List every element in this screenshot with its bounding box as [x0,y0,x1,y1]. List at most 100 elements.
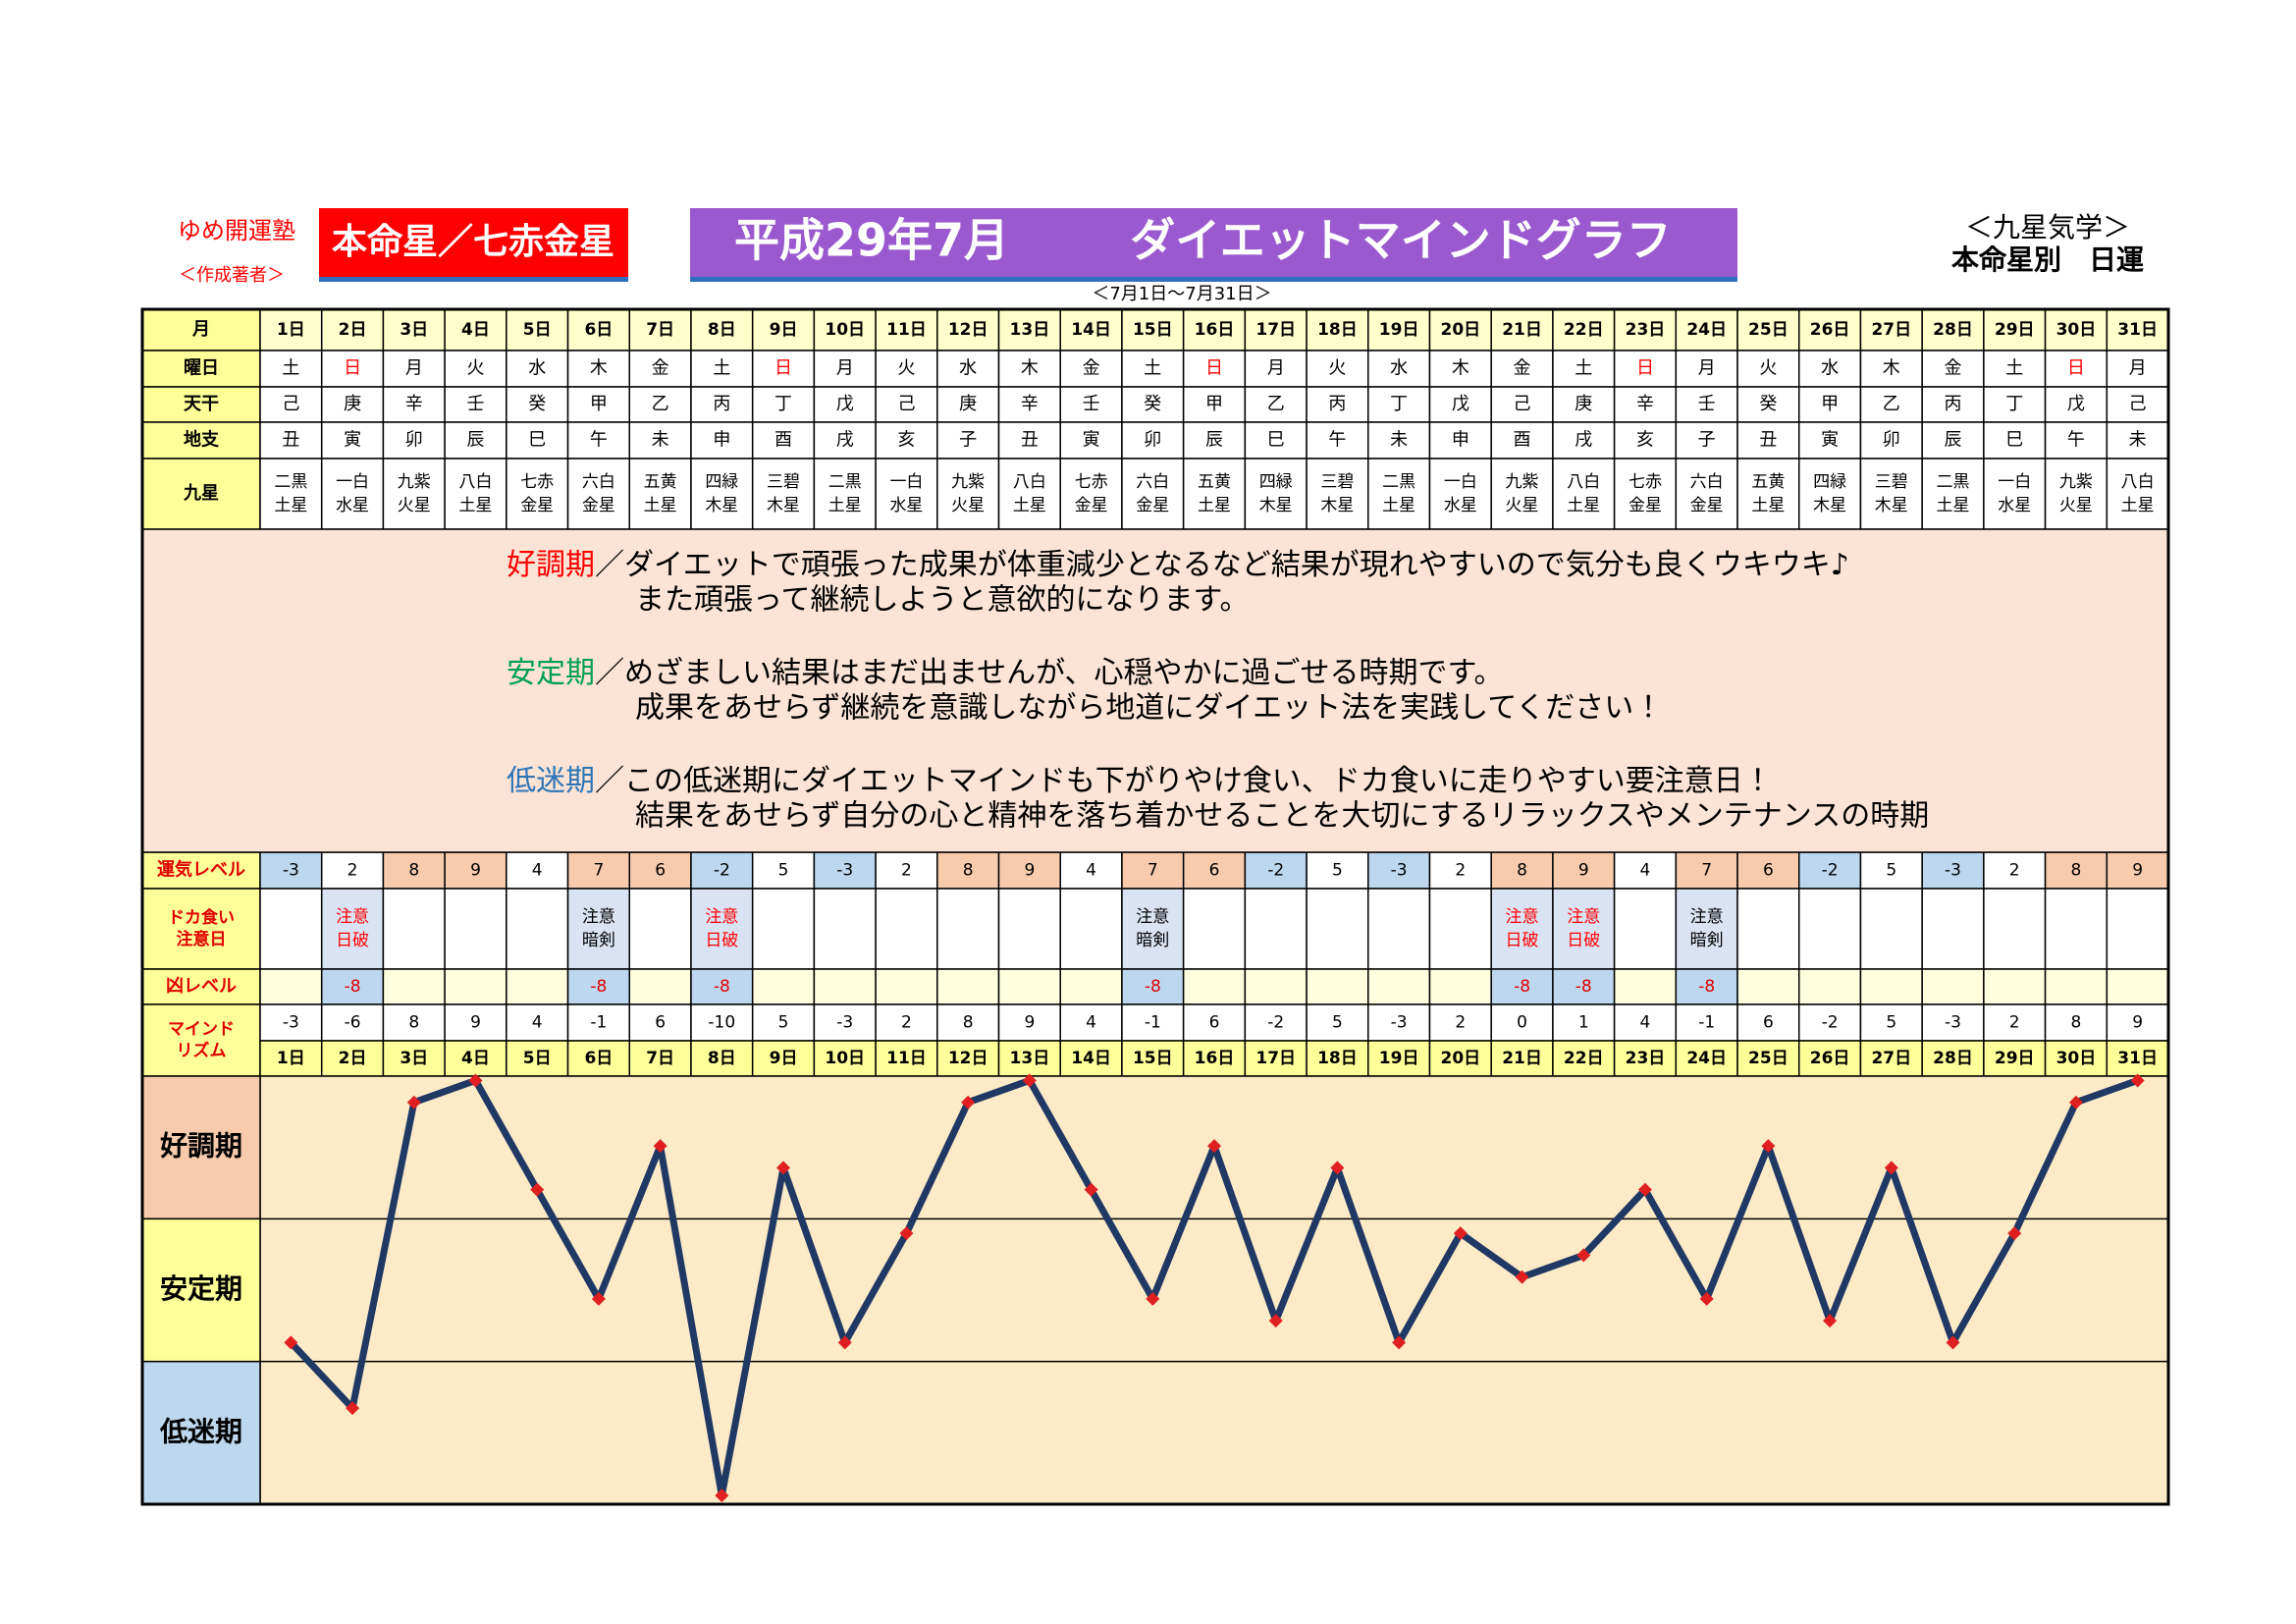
mind-rhythm: 2 [2009,1013,2020,1033]
cell [628,386,692,423]
band-label-cell [141,1218,261,1363]
kyusei: 金星 [1136,496,1169,515]
kyusei: 土星 [1751,496,1785,515]
chishi: 辰 [466,430,484,451]
mind-rhythm: 0 [1517,1013,1527,1033]
cell [259,1003,323,1042]
day-label: 3日 [400,320,428,340]
weekday: 土 [2005,358,2023,379]
kyusei: 三碧 [767,472,800,492]
fortune-level: 9 [2132,861,2143,881]
row-label-cell [141,888,261,970]
cell [259,888,323,970]
kyusei: 二黒 [1382,472,1415,492]
caution-text: 注意 [582,907,615,927]
tenkan: 乙 [1267,394,1285,414]
cell [1921,308,1985,352]
tenkan: 丁 [2005,394,2023,414]
day-label: 1日 [277,320,305,340]
chishi: 午 [590,430,608,451]
cell [1983,421,2047,460]
kyusei: 土星 [828,496,862,515]
cell [1367,888,1431,970]
cell [628,350,692,388]
weekday: 水 [1390,358,1408,379]
mind-rhythm: 4 [1640,1013,1651,1033]
description-box [141,528,2169,853]
cell [382,458,446,530]
cell [444,458,507,530]
caution-text: 暗剣 [582,931,615,950]
cell [566,350,631,388]
cell [2106,968,2169,1005]
cell [1859,888,1923,970]
cell [506,968,569,1005]
cell [1244,458,1308,530]
cell [1367,968,1431,1005]
cell [813,888,877,970]
cell [751,458,816,530]
chishi: 酉 [774,430,792,451]
mind-rhythm: -10 [708,1013,735,1033]
title-underline [690,277,1737,282]
kyusei: 七赤 [1629,472,1662,492]
cell [259,458,323,530]
mind-rhythm: 5 [1332,1013,1343,1033]
kyusei: 土星 [1198,496,1231,515]
marker [1946,1335,1960,1350]
cell [1921,968,1985,1005]
cell [936,1040,1000,1077]
cell [320,458,385,530]
mind-rhythm: -1 [1145,1013,1161,1033]
cell [1983,888,2047,970]
day-label: 21日 [1502,320,1542,340]
fortune-level: -2 [714,861,730,881]
cell [1121,458,1185,530]
cell [628,421,692,460]
tenkan: 辛 [405,394,423,414]
cell [1428,386,1492,423]
fortune-level: -2 [1267,861,1284,881]
tenkan: 壬 [1698,394,1716,414]
cell [1306,386,1369,423]
day-label: 2日 [339,1049,367,1068]
fortune-level: 4 [1086,861,1096,881]
day-label: 23日 [1626,1049,1666,1068]
cell [2044,350,2109,388]
day-label: 15日 [1133,320,1173,340]
day-label: 20日 [1441,1049,1481,1068]
marker [837,1335,852,1350]
row-label: 月 [191,319,210,340]
cell [1675,458,1738,530]
chishi: 卯 [1883,430,1900,451]
cell [506,1040,569,1077]
cell [1121,851,1185,890]
kyusei: 土星 [1937,496,1970,515]
term: 好調期 [507,548,595,582]
mind-rhythm: 5 [1886,1013,1896,1033]
cell [444,350,507,388]
kyusei: 土星 [1382,496,1415,515]
term: 安定期 [507,656,595,690]
cell [1675,968,1738,1005]
cell [566,421,631,460]
chishi: 未 [652,430,669,451]
cell [751,1003,816,1042]
cell [1613,968,1678,1005]
cell [1552,1003,1616,1042]
cell [1244,968,1308,1005]
kyusei: 土星 [644,496,677,515]
day-label: 25日 [1748,1049,1789,1068]
weekday: 火 [466,358,484,379]
term: 低迷期 [507,764,595,798]
cell [875,968,938,1005]
day-label: 23日 [1626,320,1666,340]
cell [444,968,507,1005]
band-label: 低迷期 [159,1415,242,1447]
kyusei: 火星 [1506,496,1539,515]
marker [1146,1291,1160,1306]
kyusei: 金星 [582,496,615,515]
tenkan: 己 [1514,394,1531,414]
caution-text: 暗剣 [1136,931,1169,950]
tenkan: 甲 [590,394,608,414]
